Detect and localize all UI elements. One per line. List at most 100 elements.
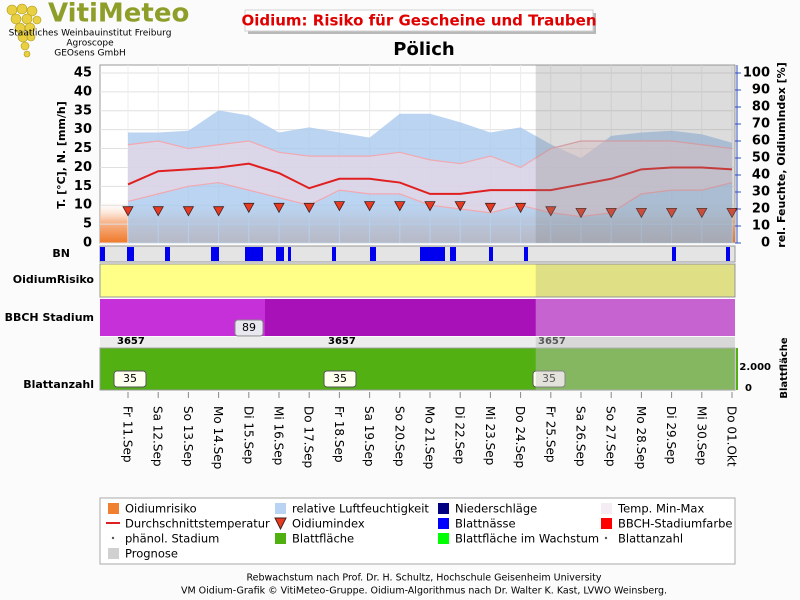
y-tick-label: 35: [74, 103, 92, 118]
footer-line: Rebwachstum nach Prof. Dr. H. Schultz, H…: [246, 573, 601, 584]
leaf-axis-tick: 0: [745, 383, 752, 394]
y-tick-label: 45: [74, 66, 92, 81]
x-tick-label: Mi 23.Sep: [483, 406, 497, 465]
x-tick-label: Di 15.Sep: [241, 406, 255, 464]
oidium-index-marker: [454, 201, 466, 212]
legend-label: phänol. Stadium: [125, 532, 219, 546]
panel-label: BN: [52, 247, 70, 260]
panel-label: BBCH Stadium: [5, 311, 94, 324]
forecast-shade: [535, 337, 735, 390]
x-tick-label: Fr 11.Sep: [121, 406, 135, 462]
y-tick-label: 40: [74, 84, 92, 99]
temp-line: [127, 140, 733, 169]
y-tick-label: 25: [74, 141, 92, 156]
legend-swatch: [438, 533, 449, 544]
oidium-index-marker: [575, 207, 587, 219]
leaf-area-strip: [99, 347, 736, 391]
x-tick-label: Do 01.Okt: [725, 406, 739, 467]
oidium-index-marker: [424, 201, 436, 212]
x-tick-label: So 13.Sep: [181, 406, 195, 466]
y-axis-label: T. [°C], N. [mm/h]: [55, 101, 68, 209]
oidium-index-marker: [605, 207, 617, 219]
legend-swatch: [601, 503, 612, 514]
legend-box: [99, 497, 736, 565]
panel-label: Blattanzahl: [23, 378, 94, 391]
legend-label: Blattfläche: [292, 532, 354, 546]
x-tick-label: Sa 26.Sep: [574, 406, 588, 467]
legend-label: Prognose: [125, 547, 178, 561]
x-tick-label: So 27.Sep: [604, 406, 618, 466]
y-tick-label: 10: [74, 198, 92, 213]
chart-title: Oidium: Risiko für Gescheine und Trauben: [241, 12, 596, 30]
leaf-count-label: 35: [542, 372, 556, 385]
oidium-index-marker: [333, 201, 346, 212]
leaf-area-label: 3657: [328, 336, 356, 347]
oidium-index-marker: [726, 207, 738, 219]
y-tick-label: 15: [74, 179, 92, 194]
oidium-index-marker: [545, 206, 557, 217]
x-tick-label: Mo 14.Sep: [211, 406, 225, 469]
x-tick-label: Di 22.Sep: [453, 406, 467, 464]
x-tick-label: Mo 21.Sep: [423, 406, 437, 469]
org-line: Agroscope: [66, 39, 114, 49]
oidium-index-marker: [182, 206, 195, 217]
x-tick-label: Di 29.Sep: [664, 406, 678, 464]
legend-label: Niederschläge: [455, 502, 537, 516]
risk-strip: [99, 263, 736, 298]
oidium-index-marker: [243, 202, 255, 214]
x-tick-label: Sa 12.Sep: [151, 406, 165, 467]
legend-label: Oidiumrisiko: [125, 502, 197, 516]
y2-tick-label: 0: [761, 236, 770, 251]
bbch-label-box: [234, 319, 264, 337]
x-tick-label: So 20.Sep: [392, 406, 406, 466]
legend-label: Blattnässe: [455, 517, 516, 531]
x-tick-label: Do 24.Sep: [513, 406, 527, 468]
bn-blocks: [100, 247, 730, 261]
x-tick-label: Fr 25.Sep: [543, 406, 557, 462]
oidium-index-marker: [484, 202, 497, 214]
legend-label: Temp. Min-Max: [617, 502, 704, 516]
oidium-index-marker: [514, 202, 527, 214]
logo-text: VitiMeteo: [48, 0, 189, 29]
oidium-index-marker: [152, 206, 164, 217]
leaf-count-label: 35: [333, 372, 347, 385]
x-tick-label: Mo 28.Sep: [634, 406, 648, 469]
mean-temp-line: [127, 162, 733, 195]
oidium-index-marker: [273, 202, 285, 214]
y2-tick-label: 80: [752, 100, 770, 115]
legend-swatch: [438, 518, 449, 529]
leaf-count-box: [532, 370, 566, 388]
title-box: [244, 9, 594, 32]
x-tick-label: Mi 30.Sep: [694, 406, 708, 465]
main-chart: 0 5 10 15 20 25 30 35 40 45 0 10 20 30 40 50 60 70 80 90 100: [74, 65, 770, 251]
legend-label: Oidiumindex: [292, 517, 365, 531]
y2-tick-label: 10: [752, 219, 770, 234]
org-line: GEOsens GmbH: [54, 49, 125, 59]
legend-swatch: [604, 536, 608, 540]
oidium-index-marker: [635, 207, 648, 219]
forecast-shade: [535, 264, 735, 297]
x-tick-label: Sa 19.Sep: [362, 406, 376, 467]
footer-line: VM Oidium-Grafik © VitiMeteo-Gruppe. Oid…: [181, 586, 667, 597]
oidium-index-marker: [212, 206, 225, 217]
legend-swatch: [108, 503, 119, 514]
legend-label: BBCH-Stadiumfarbe: [618, 517, 732, 531]
legend-swatch: [275, 533, 286, 544]
leaf-axis-label: Blattfläche: [779, 337, 790, 399]
y2-tick-label: 60: [752, 134, 770, 149]
y-tick-label: 30: [74, 122, 92, 137]
oidium-index-marker: [303, 202, 315, 214]
leaf-area-label: 3657: [117, 336, 145, 347]
oidium-index-marker: [665, 207, 678, 219]
x-tick-label: Do 17.Sep: [302, 406, 316, 468]
oidium-index-marker: [394, 201, 406, 212]
leaf-area-label: 3657: [538, 336, 566, 347]
legend-label: relative Luftfeuchtigkeit: [292, 502, 429, 516]
leaf-axis-tick: 2.000: [739, 362, 771, 373]
forecast-shade: [535, 299, 735, 336]
y-tick-label: 20: [74, 160, 92, 175]
legend-swatch: [108, 548, 119, 559]
forecast-shade: [535, 65, 735, 243]
y-tick-label: 5: [83, 217, 92, 232]
